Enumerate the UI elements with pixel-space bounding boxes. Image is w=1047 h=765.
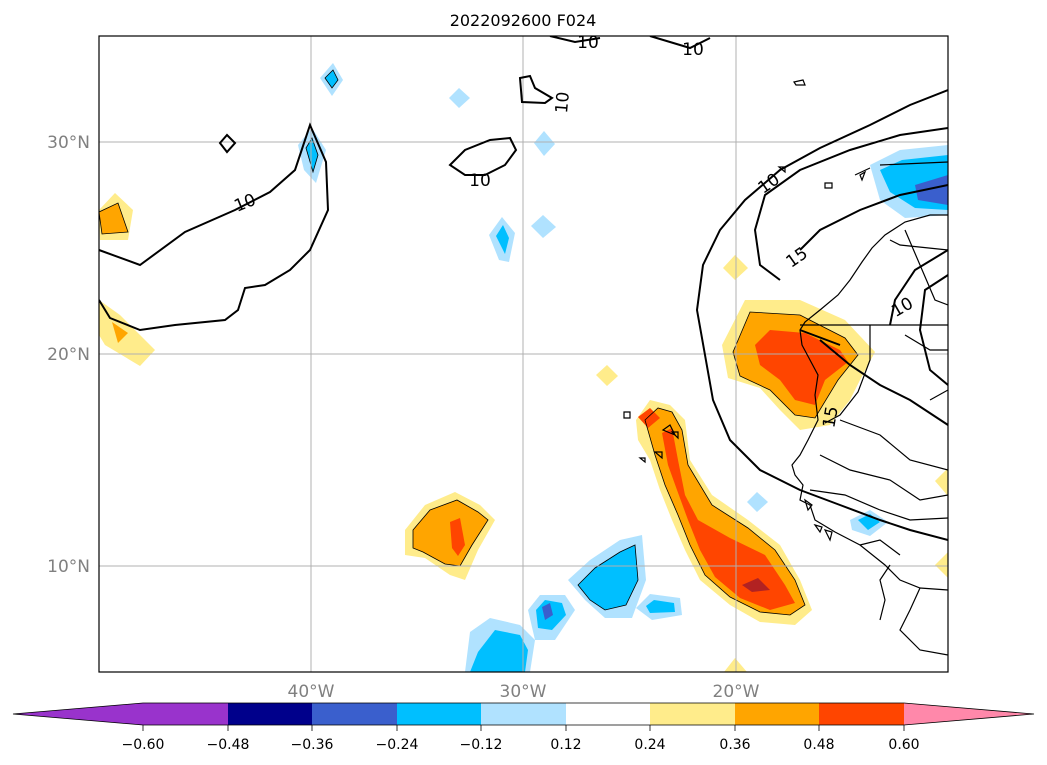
colorbar-extend-under — [13, 703, 143, 725]
map-title: 2022092600 F024 — [450, 11, 597, 30]
colorbar-bin — [397, 703, 481, 725]
colorbar-extend-over — [904, 703, 1034, 725]
colorbar-tick-label: −0.24 — [376, 737, 419, 753]
colorbar-tick-label: −0.48 — [207, 737, 250, 753]
contour-label: 10 — [755, 170, 784, 199]
colorbar-bin — [735, 703, 819, 725]
colorbar-tick-label: −0.12 — [460, 737, 503, 753]
contour-label: 10 — [231, 190, 259, 217]
colorbar-bin — [650, 703, 735, 725]
lon-label-40w: 40°W — [288, 682, 335, 702]
colorbar-tick-label: 0.12 — [550, 737, 581, 753]
colorbar-bin — [566, 703, 650, 725]
lon-labels: 40°W 30°W 20°W — [288, 682, 760, 702]
coastlines — [623, 79, 948, 656]
contour-label: 10 — [552, 91, 574, 114]
colorbar-tick-label: 0.36 — [719, 737, 750, 753]
lat-labels: 30°N 20°N 10°N — [47, 133, 90, 577]
colorbar-tick-label: −0.36 — [291, 737, 334, 753]
colorbar-tick-label: 0.24 — [634, 737, 665, 753]
colorbar-bin — [312, 703, 397, 725]
colorbar-bin — [481, 703, 566, 725]
contour-label: 10 — [682, 40, 704, 60]
contour-label: 15 — [819, 405, 842, 430]
contour-label: 15 — [783, 244, 812, 273]
lon-label-30w: 30°W — [500, 682, 547, 702]
map-area: 10 10 10 10 10 10 10 15 15 — [99, 33, 948, 672]
contours — [99, 36, 948, 541]
contour-label: 10 — [577, 33, 599, 53]
colorbar-tick-label: −0.60 — [122, 737, 165, 753]
colorbar-bin — [819, 703, 904, 725]
lon-label-20w: 20°W — [713, 682, 760, 702]
contour-label: 10 — [469, 171, 491, 191]
colorbar-bin — [228, 703, 312, 725]
colorbar: −0.60 −0.48 −0.36 −0.24 −0.12 0.12 0.24 … — [12, 702, 1035, 753]
lat-label-20n: 20°N — [47, 345, 90, 365]
colorbar-bin — [143, 703, 228, 725]
colorbar-tick-label: 0.48 — [803, 737, 834, 753]
lat-label-10n: 10°N — [47, 557, 90, 577]
gridlines — [99, 36, 948, 672]
field-outlines — [99, 69, 859, 616]
lat-label-30n: 30°N — [47, 133, 90, 153]
map-frame — [98, 35, 949, 673]
colorbar-tick-label: 0.60 — [888, 737, 919, 753]
